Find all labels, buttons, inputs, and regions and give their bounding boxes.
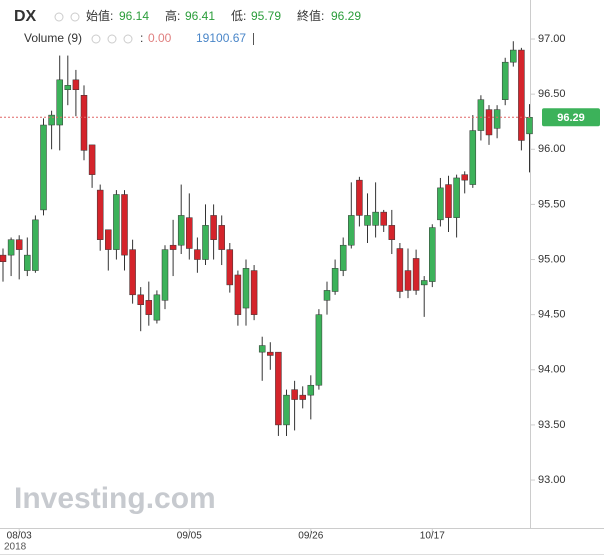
y-tick-label: 96.50: [538, 88, 566, 100]
candle-body: [72, 79, 80, 90]
candle-body: [372, 211, 379, 226]
y-tick-label: 93.50: [538, 419, 566, 431]
x-tick-label: 09/26: [298, 531, 323, 542]
candle-body: [429, 227, 436, 282]
candle-body: [469, 130, 477, 185]
candle-body: [307, 384, 315, 396]
y-tick-label: 93.00: [538, 474, 566, 486]
candle-body: [32, 219, 39, 271]
candle-body: [177, 215, 185, 246]
candle-body: [380, 211, 387, 226]
candle-body: [145, 300, 153, 315]
candle-body: [226, 249, 234, 286]
candle-body: [518, 49, 525, 141]
volume-label: Volume (9): [24, 31, 82, 45]
separator: :: [140, 31, 143, 45]
candle-body: [129, 249, 136, 296]
candle-body: [250, 270, 258, 315]
candle-body: [485, 109, 493, 136]
candle-body: [477, 99, 485, 131]
candle-body: [7, 239, 15, 256]
y-tick-label: 94.00: [538, 364, 566, 376]
candle-body: [121, 194, 128, 256]
candle-body: [526, 117, 533, 135]
close-value: 96.29: [331, 9, 361, 23]
candle-body: [356, 179, 363, 216]
candle-body: [15, 239, 23, 250]
candle-body: [80, 95, 88, 151]
candle-body: [510, 49, 517, 63]
symbol: DX: [14, 8, 37, 25]
candle-body: [348, 215, 355, 246]
open-value: 96.14: [119, 9, 149, 23]
candle-body: [194, 249, 201, 260]
candle-body: [234, 274, 242, 315]
y-tick-label: 96.00: [538, 143, 566, 155]
last-price-box: [542, 108, 600, 127]
candle-body: [113, 194, 120, 250]
candle-body: [161, 249, 169, 301]
candle-body: [0, 254, 7, 262]
volume-value: 19100.67: [196, 31, 246, 45]
candle-body: [291, 389, 298, 400]
candle-body: [396, 248, 404, 292]
candle-body: [169, 244, 177, 250]
x-tick-label: 08/03: [7, 531, 32, 542]
candle-body: [420, 280, 428, 286]
high-label: 高:: [165, 8, 180, 23]
candle-body: [501, 61, 509, 100]
low-label: 低:: [231, 9, 246, 23]
candle-body: [258, 345, 266, 353]
candle-body: [339, 244, 347, 271]
low-value: 95.79: [251, 9, 281, 23]
candle-body: [437, 187, 444, 221]
close-label: 終值:: [297, 8, 324, 23]
candle-body: [323, 290, 331, 301]
candle-body: [453, 177, 460, 218]
candle-body: [275, 351, 282, 426]
x-tick-label: 10/17: [420, 531, 445, 542]
candle-body: [24, 254, 31, 271]
candle-body: [315, 314, 323, 386]
candle-body: [153, 294, 161, 321]
candle-body: [56, 79, 63, 126]
volume-value: 0.00: [148, 31, 172, 45]
open-label: 始值:: [86, 8, 113, 23]
y-tick-label: 95.50: [538, 198, 566, 210]
candle-body: [48, 114, 55, 126]
candle-body: [105, 229, 112, 250]
y-tick-label: 94.50: [538, 309, 566, 321]
y-tick-label: 95.00: [538, 253, 566, 265]
x-tick-label: 09/05: [177, 531, 202, 542]
icons: [54, 12, 133, 44]
candle-body: [404, 270, 412, 291]
candle-body: [412, 258, 420, 291]
candle-body: [493, 109, 501, 129]
last-price-label: 96.29: [557, 112, 585, 124]
candle-body: [445, 184, 452, 218]
candle-body: [461, 174, 468, 181]
candle-body: [186, 217, 193, 249]
candle-body: [242, 268, 250, 309]
candle-body: [202, 225, 209, 260]
candle-body: [218, 225, 225, 250]
candle-body: [137, 294, 144, 305]
candle-body: [40, 124, 47, 211]
y-tick-label: 97.00: [538, 33, 566, 45]
candle-body: [88, 144, 96, 175]
candle-body: [64, 85, 72, 90]
candle-body: [283, 394, 290, 426]
candle-body: [388, 225, 396, 240]
high-value: 96.41: [185, 9, 215, 23]
candle-body: [364, 215, 371, 226]
candle-body: [299, 394, 306, 400]
candle-body: [96, 189, 104, 240]
candle-body: [210, 215, 217, 240]
candle-body: [267, 351, 274, 356]
x-year: 2018: [4, 542, 27, 553]
candle-body: [331, 268, 339, 292]
watermark: Investing.com: [14, 482, 216, 515]
